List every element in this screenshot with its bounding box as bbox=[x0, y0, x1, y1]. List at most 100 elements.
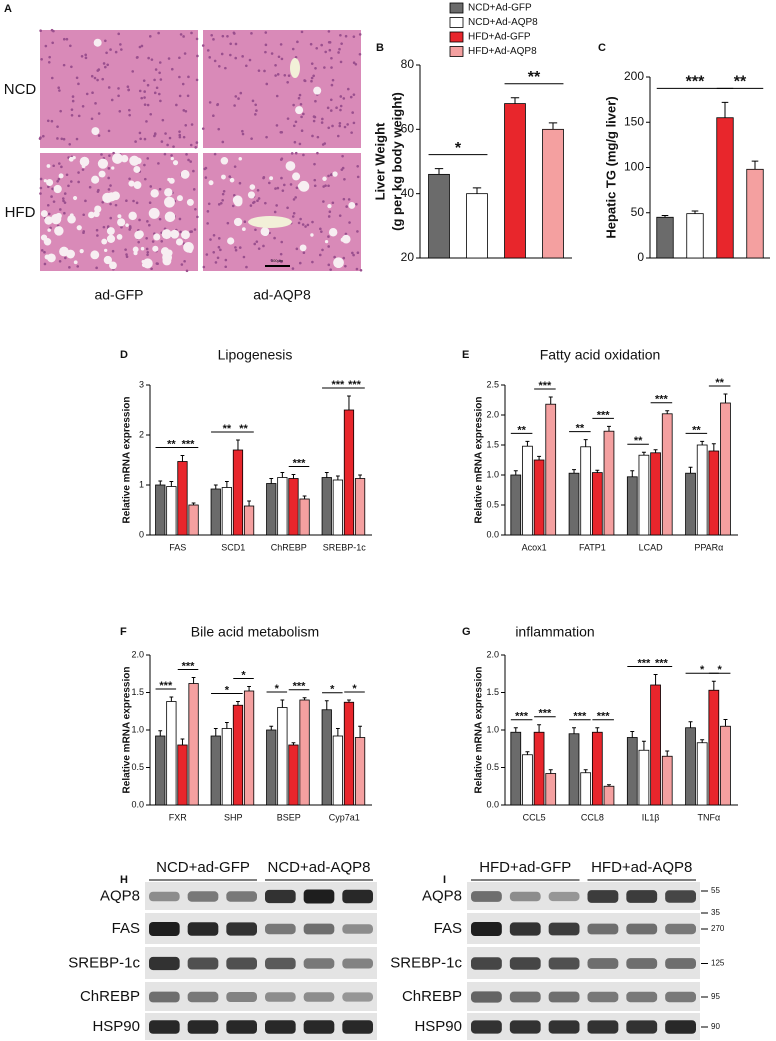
nucleus bbox=[70, 65, 73, 69]
nucleus bbox=[254, 103, 257, 107]
nucleus bbox=[298, 142, 302, 146]
vacuole bbox=[167, 177, 171, 182]
nucleus bbox=[172, 145, 175, 148]
nucleus bbox=[342, 97, 346, 100]
error-bar bbox=[224, 481, 229, 488]
row-label: HSP90 bbox=[92, 1018, 140, 1035]
nucleus bbox=[193, 228, 197, 231]
vacuole bbox=[332, 171, 338, 177]
nucleus bbox=[338, 214, 342, 217]
marker-label: 125 bbox=[711, 959, 725, 968]
error-bar bbox=[723, 393, 728, 403]
nucleus bbox=[226, 221, 230, 225]
y-tick-label: 80 bbox=[401, 57, 415, 71]
x-tick-label: SHP bbox=[224, 812, 243, 822]
nucleus bbox=[264, 43, 268, 47]
error-bar bbox=[158, 480, 163, 485]
nucleus bbox=[180, 263, 184, 266]
nucleus bbox=[203, 167, 207, 171]
nucleus bbox=[189, 143, 193, 147]
nucleus bbox=[143, 90, 146, 93]
error-bar bbox=[280, 699, 285, 708]
bar bbox=[321, 477, 332, 536]
blot-strip bbox=[467, 982, 700, 1011]
nucleus bbox=[102, 62, 106, 65]
y-tick-label: 1.5 bbox=[131, 687, 144, 697]
nucleus bbox=[217, 127, 221, 131]
significance-label: ** bbox=[528, 69, 541, 86]
nucleus bbox=[120, 225, 123, 229]
error-bar bbox=[347, 395, 351, 410]
vacuole bbox=[322, 176, 327, 181]
nucleus bbox=[147, 56, 150, 60]
nucleus bbox=[178, 75, 181, 79]
nucleus bbox=[39, 177, 43, 181]
y-tick-label: 60 bbox=[401, 122, 415, 136]
nucleus bbox=[256, 199, 259, 203]
nucleus bbox=[84, 53, 87, 57]
nucleus bbox=[192, 169, 195, 173]
bar bbox=[720, 725, 731, 806]
nucleus bbox=[146, 157, 150, 160]
nucleus bbox=[224, 265, 228, 269]
chart-title: Fatty acid oxidation bbox=[540, 347, 661, 363]
error-bar bbox=[721, 101, 729, 118]
error-bar bbox=[191, 677, 196, 684]
nucleus bbox=[331, 78, 335, 82]
nucleus bbox=[311, 134, 314, 138]
vacuole bbox=[328, 228, 338, 237]
group-label: HFD+ad-GFP bbox=[479, 859, 571, 876]
nucleus bbox=[77, 180, 80, 184]
nucleus bbox=[204, 176, 208, 179]
vacuole bbox=[93, 210, 100, 218]
vacuole bbox=[55, 212, 62, 220]
significance-label: *** bbox=[159, 680, 173, 692]
nucleus bbox=[160, 140, 164, 143]
nucleus bbox=[125, 255, 129, 259]
nucleus bbox=[336, 134, 340, 138]
nucleus bbox=[327, 30, 331, 33]
blot-band bbox=[509, 922, 541, 936]
nucleus bbox=[321, 117, 324, 121]
nucleus bbox=[148, 223, 151, 227]
nucleus bbox=[48, 55, 51, 59]
nucleus bbox=[64, 256, 67, 260]
y-axis-label: (g per kg body weight) bbox=[389, 92, 404, 231]
nucleus bbox=[281, 189, 285, 192]
nucleus bbox=[39, 136, 42, 140]
significance-label: *** bbox=[293, 457, 307, 469]
nucleus bbox=[300, 115, 303, 119]
nucleus bbox=[140, 44, 144, 48]
nucleus bbox=[190, 123, 194, 126]
nucleus bbox=[106, 63, 109, 67]
chart-title: Lipogenesis bbox=[218, 347, 293, 363]
nucleus bbox=[118, 110, 122, 113]
bar bbox=[155, 484, 166, 536]
bar bbox=[708, 689, 720, 806]
bar bbox=[232, 449, 244, 536]
vacuole bbox=[208, 180, 214, 186]
error-bar bbox=[630, 470, 635, 477]
bar bbox=[166, 701, 177, 806]
nucleus bbox=[354, 62, 358, 66]
error-bar bbox=[224, 722, 229, 729]
vacuole bbox=[175, 238, 184, 246]
blot-band bbox=[665, 991, 696, 1003]
nucleus bbox=[209, 238, 212, 241]
y-tick-label: 1.0 bbox=[486, 724, 499, 734]
nucleus bbox=[62, 37, 66, 41]
nucleus bbox=[245, 265, 248, 269]
blot-band bbox=[149, 922, 180, 936]
nucleus bbox=[226, 34, 229, 38]
nucleus bbox=[324, 184, 327, 187]
vessel bbox=[248, 216, 292, 228]
panel-letter: C bbox=[598, 42, 606, 54]
nucleus bbox=[104, 39, 107, 43]
nucleus bbox=[322, 200, 325, 203]
nucleus bbox=[158, 92, 161, 96]
nucleus bbox=[340, 168, 344, 171]
marker-label: 95 bbox=[711, 992, 720, 1001]
blot-band bbox=[226, 1020, 257, 1034]
nucleus bbox=[60, 137, 64, 141]
